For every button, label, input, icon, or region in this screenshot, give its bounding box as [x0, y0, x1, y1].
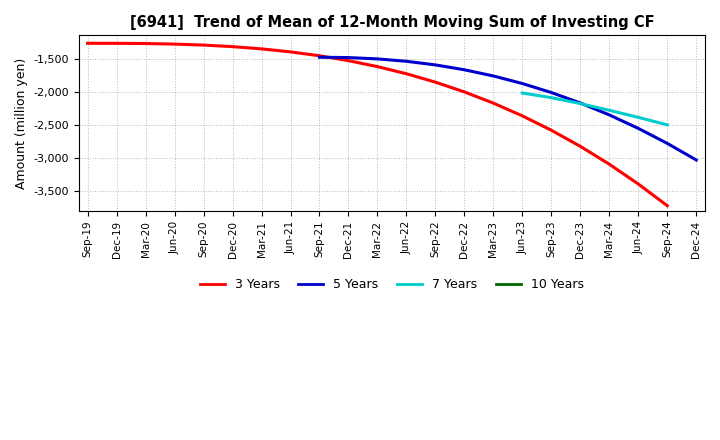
Legend: 3 Years, 5 Years, 7 Years, 10 Years: 3 Years, 5 Years, 7 Years, 10 Years — [194, 273, 589, 296]
Y-axis label: Amount (million yen): Amount (million yen) — [15, 58, 28, 189]
Title: [6941]  Trend of Mean of 12-Month Moving Sum of Investing CF: [6941] Trend of Mean of 12-Month Moving … — [130, 15, 654, 30]
